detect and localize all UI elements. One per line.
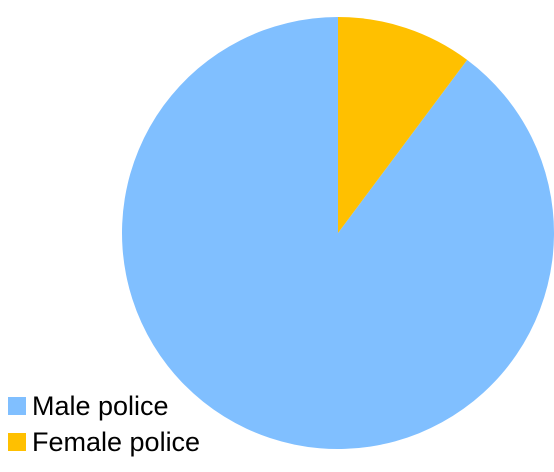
pie-slice-female-police xyxy=(338,17,468,233)
legend-item-female-police: Female police xyxy=(8,424,200,460)
legend-label-female-police: Female police xyxy=(32,426,201,457)
legend: Male police Female police xyxy=(8,388,200,460)
legend-swatch-male-police xyxy=(8,397,26,415)
legend-swatch-female-police xyxy=(8,433,26,451)
legend-item-male-police: Male police xyxy=(8,388,200,424)
legend-label-male-police: Male police xyxy=(32,390,169,421)
pie-slice-male-police xyxy=(122,17,554,449)
